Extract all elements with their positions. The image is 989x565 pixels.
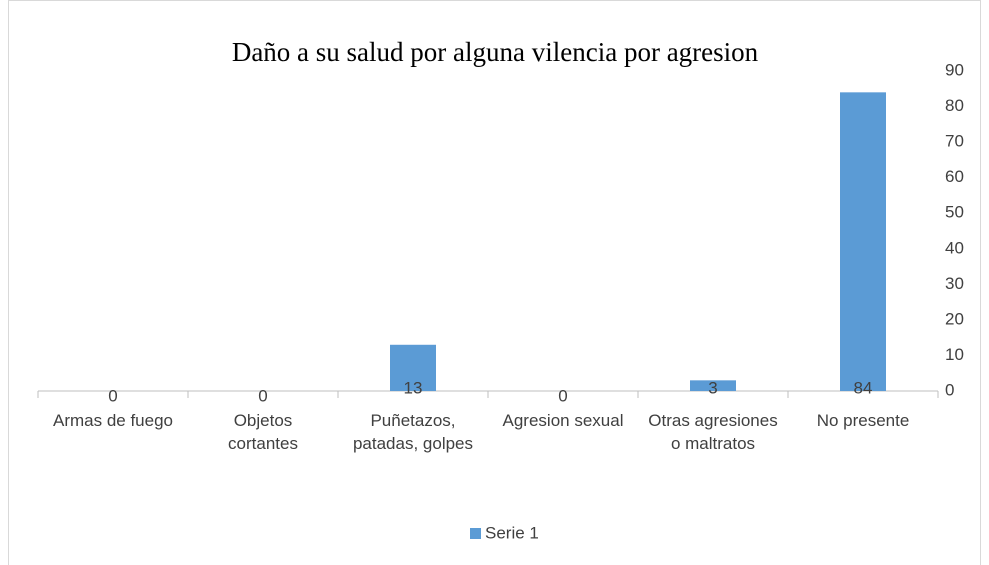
y-tick-label: 90 [945,60,964,79]
legend-label: Serie 1 [485,523,539,542]
data-label: 3 [708,378,717,397]
x-tick-label: No presente [816,411,910,430]
bar [390,344,436,391]
y-tick-label: 80 [945,96,964,115]
x-tick-label: Otras agresiones o maltratos [648,411,778,453]
legend-swatch [470,528,481,539]
data-label: 0 [108,386,117,405]
bar [840,92,886,391]
x-tick-label: Objetos cortantes [228,411,298,453]
x-tick-label: Puñetazos, patadas, golpes [352,411,474,453]
y-tick-label: 60 [945,167,964,186]
y-tick-label: 10 [945,345,964,364]
y-tick-label: 40 [945,238,964,257]
chart-frame [8,0,981,565]
y-tick-label: 30 [945,274,964,293]
y-tick-label: 20 [945,309,964,328]
data-label: 84 [854,378,873,397]
y-tick-label: 50 [945,203,964,222]
data-label: 0 [258,386,267,405]
data-label: 0 [558,386,567,405]
y-tick-label: 70 [945,132,964,151]
chart-title: Daño a su salud por alguna vilencia por … [232,37,759,67]
bar [690,380,736,391]
x-tick-label: Agresion sexual [502,411,624,430]
y-tick-label: 0 [945,380,954,399]
x-tick-label: Armas de fuego [52,411,173,430]
data-label: 13 [404,378,423,397]
